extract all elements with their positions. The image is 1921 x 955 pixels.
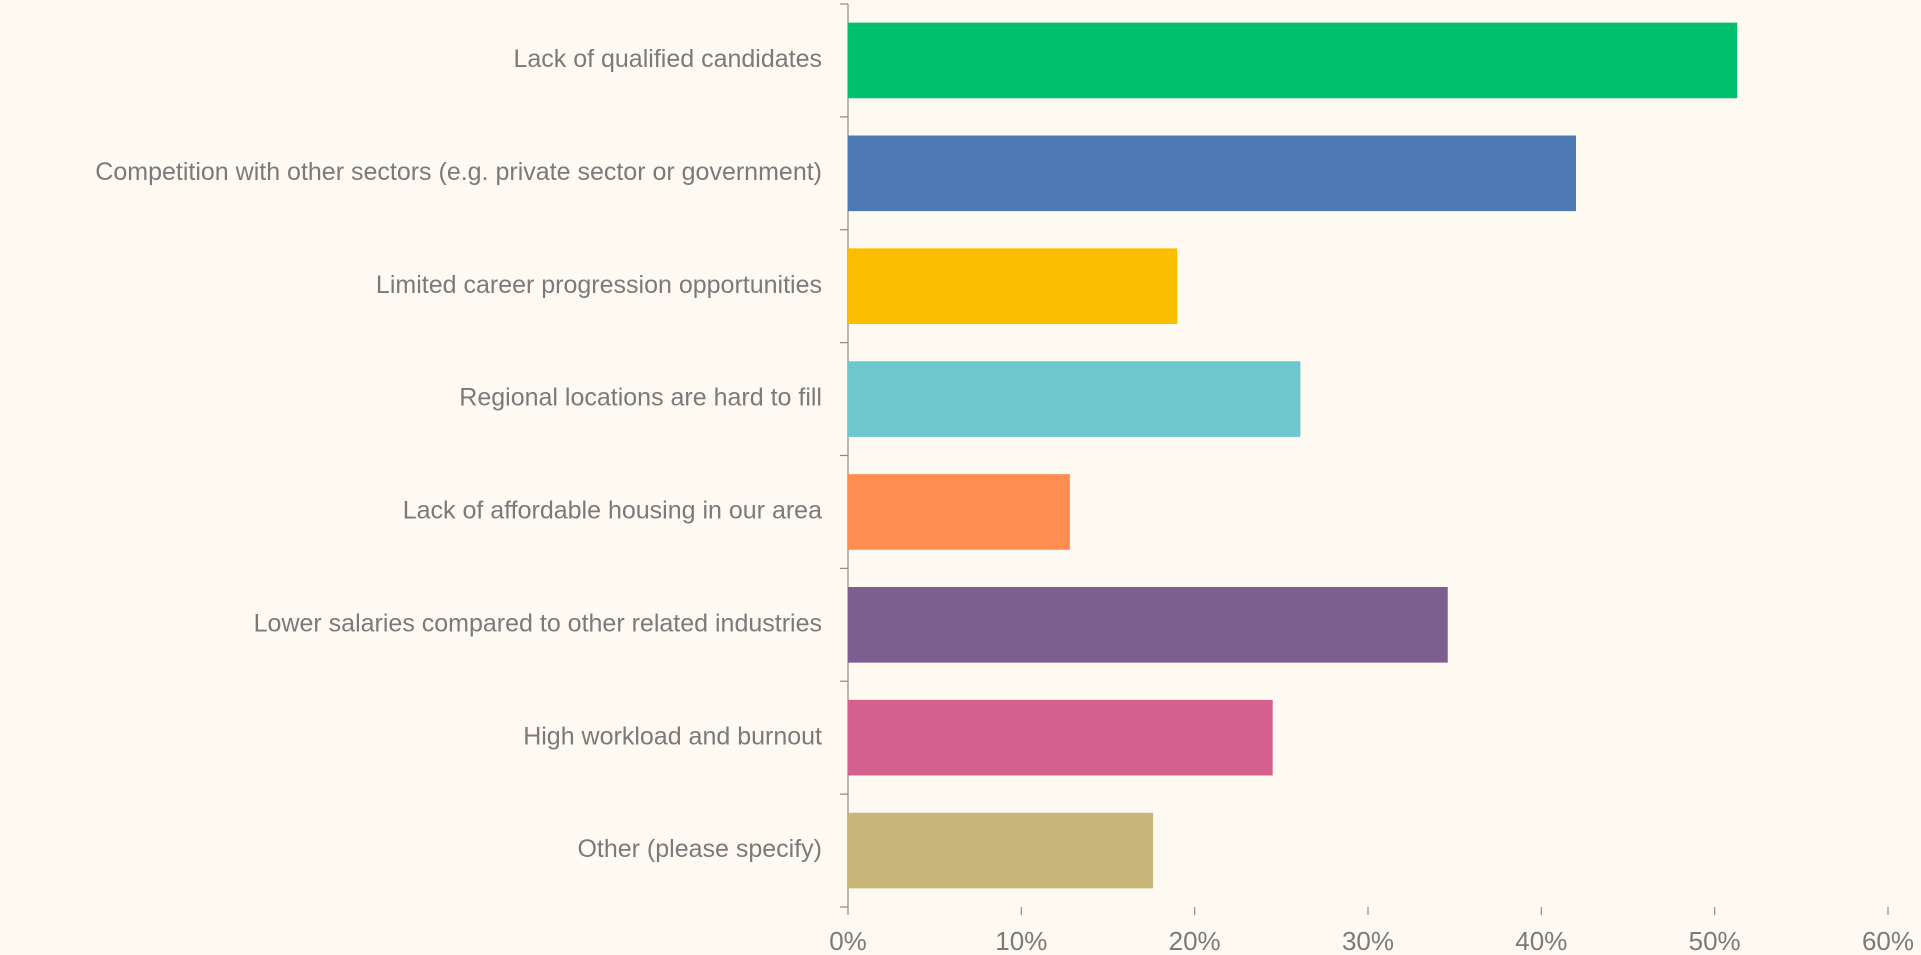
bar (848, 474, 1070, 550)
bar (848, 699, 1273, 776)
x-tick-label: 40% (1515, 926, 1567, 955)
y-tick-label: High workload and burnout (523, 722, 822, 750)
y-tick-label: Competition with other sectors (e.g. pri… (95, 158, 822, 186)
x-tick-label: 10% (995, 926, 1047, 955)
bar (848, 248, 1178, 325)
bar (848, 361, 1301, 437)
y-tick-label: Lack of qualified candidates (513, 45, 822, 73)
y-tick-label: Regional locations are hard to fill (459, 384, 822, 412)
y-tick-label: Lack of affordable housing in our area (403, 497, 822, 525)
x-tick-label: 60% (1862, 926, 1914, 955)
bar (848, 135, 1576, 212)
x-tick-label: 50% (1689, 926, 1741, 955)
y-tick-label: Limited career progression opportunities (376, 271, 822, 299)
bar (848, 812, 1154, 889)
bar (848, 22, 1738, 99)
x-tick-label: 30% (1342, 926, 1394, 955)
y-tick-label: Lower salaries compared to other related… (254, 609, 822, 637)
bar (848, 586, 1448, 663)
x-tick-label: 0% (829, 926, 867, 955)
y-tick-label: Other (please specify) (577, 835, 822, 863)
x-tick-label: 20% (1169, 926, 1221, 955)
